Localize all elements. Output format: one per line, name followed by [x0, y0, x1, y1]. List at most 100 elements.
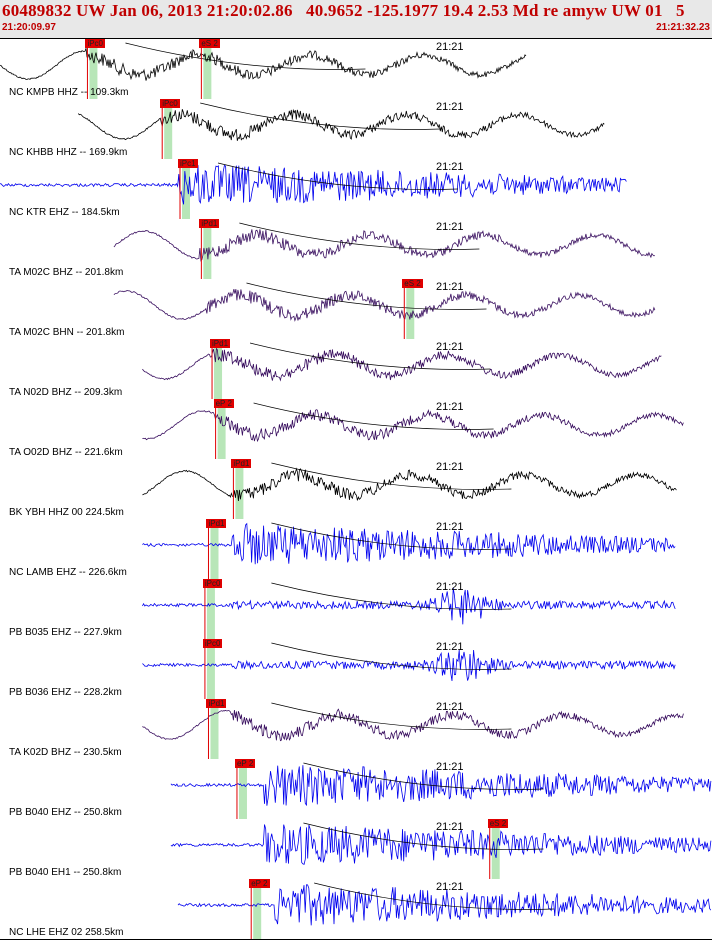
waveform-trace — [170, 824, 712, 865]
waveform-trace — [142, 708, 684, 742]
trace-panel[interactable]: iPd1 21:21 TA K02D BHZ -- 230.5km — [0, 699, 712, 760]
travel-time-curve — [200, 102, 441, 130]
time-tick-label: 21:21 — [436, 101, 464, 113]
waveform-trace — [113, 289, 656, 322]
waveform-plot — [142, 699, 684, 759]
station-label: PB B040 EH1 -- 250.8km — [9, 867, 122, 878]
station-label: BK YBH HHZ 00 224.5km — [9, 507, 124, 518]
pick-window — [217, 399, 226, 459]
trace-panel[interactable]: iPc1 21:21 NC KTR EHZ -- 184.5km — [0, 159, 712, 220]
phase-pick-flag[interactable]: iPc0 — [85, 39, 105, 48]
station-label: TA M02C BHN -- 201.8km — [9, 327, 125, 338]
pick-window — [210, 699, 219, 759]
station-label: NC KTR EHZ -- 184.5km — [9, 207, 120, 218]
pick-window — [206, 579, 215, 639]
travel-time-curve — [249, 342, 491, 370]
travel-time-curve — [239, 222, 480, 250]
waveform-plot — [113, 219, 655, 279]
phase-pick-flag[interactable]: iPd1 — [199, 219, 220, 228]
pick-window — [206, 639, 215, 699]
waveform-plot — [113, 279, 656, 339]
trace-panel[interactable]: iPc0 21:21 PB B035 EHZ -- 227.9km — [0, 579, 712, 640]
phase-pick-flag[interactable]: iPd1 — [210, 339, 231, 348]
phase-pick-flag[interactable]: iPd1 — [206, 699, 227, 708]
travel-time-curve — [271, 462, 512, 490]
station-label: TA N02D BHZ -- 209.3km — [9, 387, 123, 398]
waveform-plot — [77, 99, 605, 159]
time-tick-label: 21:21 — [436, 581, 464, 593]
waveform-trace — [142, 522, 676, 565]
time-tick-label: 21:21 — [436, 341, 464, 353]
travel-time-curve — [217, 162, 459, 190]
waveform-plot — [170, 819, 712, 879]
trace-panel[interactable]: iPd1 21:21 TA M02C BHZ -- 201.8km — [0, 219, 712, 280]
time-tick-label: 21:21 — [436, 761, 464, 773]
waveform-plot — [142, 339, 662, 399]
phase-pick-flag[interactable]: eS 2 — [199, 39, 220, 48]
trace-panel[interactable]: iPc0 21:21 PB B036 EHZ -- 228.2km — [0, 639, 712, 700]
pick-window — [235, 459, 244, 519]
waveform-trace — [177, 884, 712, 926]
phase-pick-flag[interactable]: eP 2 — [213, 399, 234, 408]
time-tick-label: 21:21 — [436, 461, 464, 473]
pick-window — [89, 39, 98, 99]
phase-pick-flag[interactable]: iPc1 — [178, 159, 198, 168]
travel-time-curve — [303, 822, 544, 850]
time-tick-label: 21:21 — [436, 701, 464, 713]
trace-panel[interactable]: iPd1 21:21 NC LAMB EHZ -- 226.6km — [0, 519, 712, 580]
travel-time-curve — [271, 642, 512, 670]
trace-panel[interactable]: iPc0 21:21 NC KHBB HHZ -- 169.9km — [0, 99, 712, 160]
waveform-plot — [142, 639, 676, 699]
pick-window — [210, 519, 219, 579]
pick-window — [182, 159, 190, 219]
travel-time-curve — [303, 762, 544, 790]
station-label: PB B035 EHZ -- 227.9km — [9, 627, 122, 638]
phase-pick-flag[interactable]: iPc0 — [160, 99, 180, 108]
phase-pick-flag[interactable]: eS 2 — [487, 819, 509, 828]
waveform-plot — [142, 399, 684, 459]
trace-panel[interactable]: eP 2 21:21 PB B040 EHZ -- 250.8km — [0, 759, 712, 820]
trace-panel[interactable]: eS 2 21:21 PB B040 EH1 -- 250.8km — [0, 819, 712, 880]
waveform-plot — [177, 879, 712, 939]
trace-end-time: 21:21:32.23 — [656, 22, 710, 33]
phase-pick-flag[interactable]: iPc0 — [202, 579, 223, 588]
trace-panel[interactable]: iPc0 eS 2 21:21 NC KMPB HHZ -- 109.3km — [0, 39, 712, 100]
waveform-trace — [170, 765, 712, 807]
phase-pick-flag[interactable]: eP 2 — [234, 759, 256, 768]
trace-panel[interactable]: iPd1 21:21 TA N02D BHZ -- 209.3km — [0, 339, 712, 400]
pick-window — [406, 279, 415, 339]
station-label: TA K02D BHZ -- 230.5km — [9, 747, 122, 758]
pick-window — [203, 39, 212, 99]
travel-time-curve — [271, 522, 512, 550]
waveform-trace — [142, 649, 676, 682]
phase-pick-flag[interactable]: iPc0 — [202, 639, 223, 648]
time-tick-label: 21:21 — [436, 281, 464, 293]
phase-pick-flag[interactable]: eS 2 — [402, 279, 423, 288]
station-label: NC LHE EHZ 02 258.5km — [9, 927, 124, 938]
phase-pick-flag[interactable]: eP 2 — [249, 879, 270, 888]
waveform-plot — [170, 759, 712, 819]
station-label: TA O02D BHZ -- 221.6km — [9, 447, 123, 458]
waveform-plot — [0, 159, 627, 219]
waveform-trace — [0, 164, 627, 205]
event-header: 60489832 UW Jan 06, 2013 21:20:02.86 40.… — [0, 0, 712, 39]
waveform-trace — [113, 229, 655, 262]
trace-panel[interactable]: eP 2 21:21 NC LHE EHZ 02 258.5km — [0, 879, 712, 940]
pick-window — [164, 99, 173, 159]
travel-time-curve — [271, 702, 512, 730]
trace-panel[interactable]: eP 2 21:21 TA O02D BHZ -- 221.6km — [0, 399, 712, 460]
waveform-trace — [142, 587, 676, 625]
pick-window — [238, 759, 247, 819]
trace-panel[interactable]: iPd1 21:21 BK YBH HHZ 00 224.5km — [0, 459, 712, 520]
phase-pick-flag[interactable]: iPd1 — [206, 519, 227, 528]
time-tick-label: 21:21 — [436, 641, 464, 653]
trace-panel[interactable]: eS 2 21:21 TA M02C BHN -- 201.8km — [0, 279, 712, 340]
travel-time-curve — [253, 402, 494, 430]
waveform-plot — [142, 579, 676, 639]
waveform-trace — [77, 108, 605, 141]
phase-pick-flag[interactable]: iPd1 — [231, 459, 252, 468]
waveform-plot — [0, 39, 527, 99]
event-title: 60489832 UW Jan 06, 2013 21:20:02.86 40.… — [2, 1, 685, 20]
travel-time-curve — [271, 582, 512, 610]
station-label: TA M02C BHZ -- 201.8km — [9, 267, 124, 278]
